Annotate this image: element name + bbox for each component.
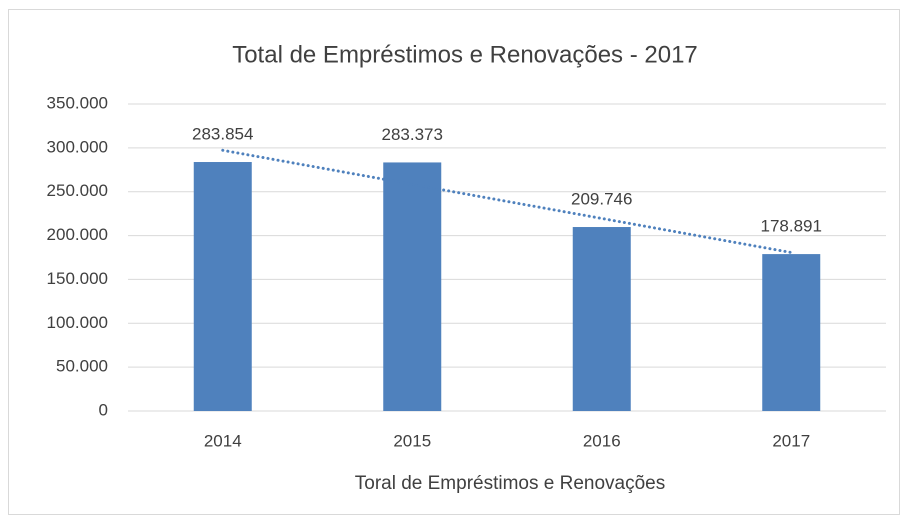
chart-title: Total de Empréstimos e Renovações - 2017 [232, 41, 698, 68]
y-tick-label: 350.000 [47, 93, 108, 112]
bar [383, 162, 442, 411]
bar [572, 227, 631, 411]
y-tick-label: 100.000 [47, 313, 108, 332]
x-tick-label: 2016 [583, 431, 621, 450]
x-axis-title: Toral de Empréstimos e Renovações [355, 473, 665, 494]
x-tick-label: 2014 [204, 431, 242, 450]
y-tick-label: 250.000 [47, 181, 108, 200]
y-tick-label: 150.000 [47, 269, 108, 288]
x-tick-label: 2015 [393, 431, 431, 450]
x-tick-label: 2017 [772, 431, 810, 450]
y-tick-label: 50.000 [56, 357, 108, 376]
data-label: 283.854 [192, 125, 253, 144]
y-tick-label: 0 [99, 400, 108, 419]
y-tick-label: 300.000 [47, 137, 108, 156]
bar [762, 254, 821, 411]
data-label: 178.891 [761, 217, 822, 236]
chart-border [8, 9, 900, 515]
data-label: 209.746 [571, 190, 632, 209]
trendline [221, 148, 793, 255]
bar [193, 162, 252, 411]
data-label: 283.373 [382, 125, 443, 144]
y-tick-label: 200.000 [47, 225, 108, 244]
